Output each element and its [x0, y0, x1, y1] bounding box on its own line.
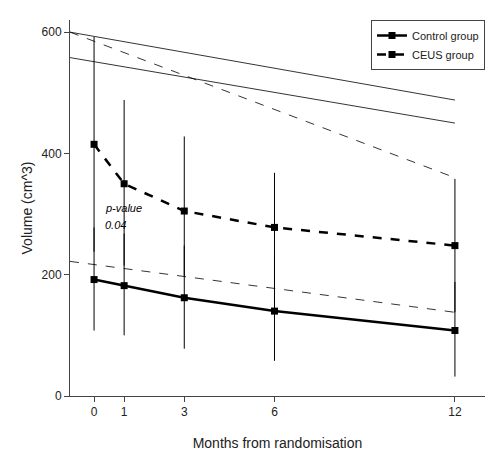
svg-text:Months from randomisation: Months from randomisation: [193, 435, 363, 451]
svg-text:3: 3: [181, 405, 188, 419]
svg-text:p-value: p-value: [105, 202, 142, 214]
svg-text:Control group: Control group: [412, 30, 479, 42]
svg-text:600: 600: [42, 25, 62, 39]
svg-text:Volume (cm^3): Volume (cm^3): [19, 162, 35, 255]
svg-text:0.04: 0.04: [105, 219, 126, 231]
svg-text:CEUS group: CEUS group: [412, 49, 474, 61]
svg-text:0: 0: [55, 389, 62, 403]
svg-text:6: 6: [271, 405, 278, 419]
svg-text:400: 400: [42, 147, 62, 161]
svg-text:12: 12: [448, 405, 462, 419]
svg-text:0: 0: [91, 405, 98, 419]
svg-text:1: 1: [121, 405, 128, 419]
svg-text:200: 200: [42, 268, 62, 282]
